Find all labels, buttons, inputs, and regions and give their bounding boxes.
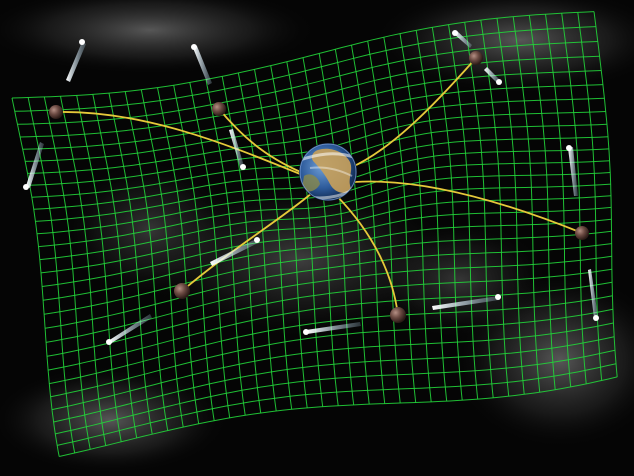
grid-line bbox=[20, 55, 600, 138]
signal-line bbox=[349, 57, 477, 169]
pulsar-beam bbox=[484, 67, 501, 84]
signal-lines bbox=[55, 57, 583, 316]
pulsar bbox=[469, 51, 483, 65]
pulsar-beams bbox=[23, 30, 599, 345]
pulsars bbox=[49, 51, 589, 323]
grid-line bbox=[27, 97, 605, 174]
pulsar-beam bbox=[229, 129, 244, 167]
grid-line bbox=[42, 206, 612, 287]
grid-line bbox=[43, 218, 612, 301]
grid-line bbox=[40, 195, 612, 274]
grid-line bbox=[48, 281, 613, 371]
signal-line bbox=[55, 111, 311, 179]
signal-line bbox=[181, 192, 313, 292]
pulsar-beam bbox=[66, 42, 86, 82]
grid-line bbox=[51, 322, 614, 411]
signal-line bbox=[335, 194, 399, 316]
grid-line bbox=[45, 243, 612, 329]
signal-line bbox=[354, 180, 583, 234]
grid-line bbox=[38, 172, 611, 248]
pulsar-beam bbox=[108, 314, 152, 344]
signal-line bbox=[218, 108, 311, 177]
pulsar bbox=[212, 102, 226, 116]
grid-line bbox=[53, 336, 615, 423]
pulsar-beam bbox=[454, 31, 472, 48]
pulsar-beam bbox=[588, 269, 598, 318]
grid-line bbox=[14, 26, 596, 112]
grid-line bbox=[39, 183, 611, 261]
pulsar-beam bbox=[193, 46, 212, 85]
grid-line bbox=[57, 363, 617, 446]
pulsar-beam bbox=[432, 296, 499, 310]
pulsar bbox=[49, 105, 63, 119]
grid-line bbox=[49, 295, 613, 385]
grid-line bbox=[11, 11, 595, 99]
pulsar bbox=[390, 307, 406, 323]
grid-line bbox=[59, 376, 618, 457]
grid-line bbox=[55, 349, 616, 435]
grid-line bbox=[47, 268, 612, 357]
grid-line bbox=[17, 41, 598, 125]
pulsar-beam bbox=[26, 142, 44, 188]
grid-line bbox=[25, 84, 603, 162]
grid-line bbox=[50, 308, 613, 398]
earth bbox=[299, 143, 357, 201]
pulsar-beam bbox=[568, 147, 578, 196]
pulsar-beam bbox=[306, 322, 361, 334]
grid-line bbox=[44, 230, 612, 315]
pulsar-beam bbox=[210, 239, 258, 266]
pulsar bbox=[575, 226, 589, 240]
pulsar bbox=[174, 283, 190, 299]
grid-line bbox=[22, 70, 602, 150]
